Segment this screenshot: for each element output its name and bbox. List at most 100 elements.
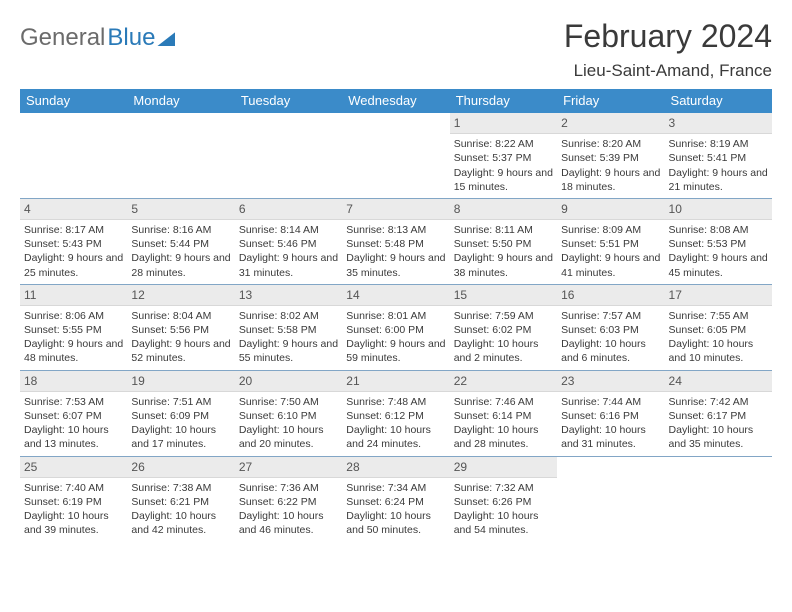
location-label: Lieu-Saint-Amand, France (564, 61, 772, 81)
weekday-tuesday: Tuesday (235, 89, 342, 113)
day-details: Sunrise: 7:46 AM Sunset: 6:14 PM Dayligh… (454, 396, 539, 451)
day-number: 26 (127, 457, 234, 478)
day-cell: 13 Sunrise: 8:02 AM Sunset: 5:58 PM Dayli… (235, 285, 342, 370)
day-details: Sunrise: 8:16 AM Sunset: 5:44 PM Dayligh… (131, 224, 230, 279)
day-details: Sunrise: 8:19 AM Sunset: 5:41 PM Dayligh… (669, 138, 768, 193)
month-title: February 2024 (564, 18, 772, 55)
day-number: 4 (20, 199, 127, 220)
day-cell: 3 Sunrise: 8:19 AM Sunset: 5:41 PM Daylig… (665, 113, 772, 198)
day-cell: 27 Sunrise: 7:36 AM Sunset: 6:22 PM Dayli… (235, 457, 342, 542)
day-details: Sunrise: 8:14 AM Sunset: 5:46 PM Dayligh… (239, 224, 338, 279)
week-separator (20, 198, 772, 199)
week-separator (20, 456, 772, 457)
day-details: Sunrise: 7:38 AM Sunset: 6:21 PM Dayligh… (131, 482, 216, 537)
day-details: Sunrise: 8:22 AM Sunset: 5:37 PM Dayligh… (454, 138, 553, 193)
day-cell: 18Sunrise: 7:53 AM Sunset: 6:07 PM Dayli… (20, 371, 127, 456)
day-cell: 8 Sunrise: 8:11 AM Sunset: 5:50 PM Daylig… (450, 199, 557, 284)
day-cell: 15Sunrise: 7:59 AM Sunset: 6:02 PM Dayli… (450, 285, 557, 370)
day-cell: 16 Sunrise: 7:57 AM Sunset: 6:03 PM Dayli… (557, 285, 664, 370)
day-details: Sunrise: 7:57 AM Sunset: 6:03 PM Dayligh… (561, 310, 646, 365)
day-details: Sunrise: 7:36 AM Sunset: 6:22 PM Dayligh… (239, 482, 324, 537)
day-cell: 1 Sunrise: 8:22 AM Sunset: 5:37 PM Daylig… (450, 113, 557, 198)
week-row: 4 Sunrise: 8:17 AM Sunset: 5:43 PM Daylig… (20, 199, 772, 284)
day-cell: 14 Sunrise: 8:01 AM Sunset: 6:00 PM Dayli… (342, 285, 449, 370)
day-number: 16 (557, 285, 664, 306)
logo-triangle-icon (157, 32, 175, 46)
day-number: 23 (557, 371, 664, 392)
day-cell: 19 Sunrise: 7:51 AM Sunset: 6:09 PM Dayli… (127, 371, 234, 456)
day-cell (557, 457, 664, 542)
day-details: Sunrise: 8:04 AM Sunset: 5:56 PM Dayligh… (131, 310, 230, 365)
day-details: Sunrise: 7:55 AM Sunset: 6:05 PM Dayligh… (669, 310, 754, 365)
day-details: Sunrise: 7:50 AM Sunset: 6:10 PM Dayligh… (239, 396, 324, 451)
weekday-wednesday: Wednesday (342, 89, 449, 113)
day-details: Sunrise: 7:51 AM Sunset: 6:09 PM Dayligh… (131, 396, 216, 451)
calendar-grid: Sunday Monday Tuesday Wednesday Thursday… (20, 89, 772, 541)
day-cell: 12 Sunrise: 8:04 AM Sunset: 5:56 PM Dayli… (127, 285, 234, 370)
day-cell (127, 113, 234, 198)
day-number: 29 (450, 457, 557, 478)
weeks-host: 1 Sunrise: 8:22 AM Sunset: 5:37 PM Daylig… (20, 113, 772, 541)
day-details: Sunrise: 8:20 AM Sunset: 5:39 PM Dayligh… (561, 138, 660, 193)
header-row: GeneralBlue February 2024 Lieu-Saint-Ama… (20, 18, 772, 81)
day-cell: 26 Sunrise: 7:38 AM Sunset: 6:21 PM Dayli… (127, 457, 234, 542)
title-block: February 2024 Lieu-Saint-Amand, France (564, 18, 772, 81)
day-number: 12 (127, 285, 234, 306)
day-number: 10 (665, 199, 772, 220)
day-cell: 29 Sunrise: 7:32 AM Sunset: 6:26 PM Dayli… (450, 457, 557, 542)
day-details: Sunrise: 8:08 AM Sunset: 5:53 PM Dayligh… (669, 224, 768, 279)
week-row: 1 Sunrise: 8:22 AM Sunset: 5:37 PM Daylig… (20, 113, 772, 198)
day-details: Sunrise: 8:11 AM Sunset: 5:50 PM Dayligh… (454, 224, 553, 279)
day-cell: 9Sunrise: 8:09 AM Sunset: 5:51 PM Daylig… (557, 199, 664, 284)
day-number: 17 (665, 285, 772, 306)
day-details: Sunrise: 7:32 AM Sunset: 6:26 PM Dayligh… (454, 482, 539, 537)
day-cell (235, 113, 342, 198)
day-number: 1 (450, 113, 557, 134)
day-cell: 24 Sunrise: 7:42 AM Sunset: 6:17 PM Dayli… (665, 371, 772, 456)
day-number: 11 (20, 285, 127, 306)
week-row: 18Sunrise: 7:53 AM Sunset: 6:07 PM Dayli… (20, 371, 772, 456)
weekday-monday: Monday (127, 89, 234, 113)
day-details: Sunrise: 8:17 AM Sunset: 5:43 PM Dayligh… (24, 224, 123, 279)
day-number: 24 (665, 371, 772, 392)
day-cell: 4 Sunrise: 8:17 AM Sunset: 5:43 PM Daylig… (20, 199, 127, 284)
logo-text-blue: Blue (107, 24, 155, 52)
day-number: 13 (235, 285, 342, 306)
day-number: 7 (342, 199, 449, 220)
day-cell: 20Sunrise: 7:50 AM Sunset: 6:10 PM Dayli… (235, 371, 342, 456)
day-details: Sunrise: 8:13 AM Sunset: 5:48 PM Dayligh… (346, 224, 445, 279)
day-number: 18 (20, 371, 127, 392)
day-number: 15 (450, 285, 557, 306)
day-number: 28 (342, 457, 449, 478)
day-details: Sunrise: 8:01 AM Sunset: 6:00 PM Dayligh… (346, 310, 445, 365)
day-cell: 6 Sunrise: 8:14 AM Sunset: 5:46 PM Daylig… (235, 199, 342, 284)
day-details: Sunrise: 7:40 AM Sunset: 6:19 PM Dayligh… (24, 482, 109, 537)
day-cell: 28 Sunrise: 7:34 AM Sunset: 6:24 PM Dayli… (342, 457, 449, 542)
day-number: 8 (450, 199, 557, 220)
day-number: 2 (557, 113, 664, 134)
week-separator (20, 284, 772, 285)
day-number: 3 (665, 113, 772, 134)
day-number: 19 (127, 371, 234, 392)
day-number: 27 (235, 457, 342, 478)
day-cell: 5Sunrise: 8:16 AM Sunset: 5:44 PM Daylig… (127, 199, 234, 284)
day-number: 14 (342, 285, 449, 306)
day-cell: 2 Sunrise: 8:20 AM Sunset: 5:39 PM Daylig… (557, 113, 664, 198)
day-details: Sunrise: 8:09 AM Sunset: 5:51 PM Dayligh… (561, 224, 660, 279)
day-cell: 11Sunrise: 8:06 AM Sunset: 5:55 PM Dayli… (20, 285, 127, 370)
day-cell: 17 Sunrise: 7:55 AM Sunset: 6:05 PM Dayli… (665, 285, 772, 370)
day-details: Sunrise: 7:34 AM Sunset: 6:24 PM Dayligh… (346, 482, 431, 537)
logo-text-gray: General (20, 24, 105, 52)
day-number: 6 (235, 199, 342, 220)
day-cell (20, 113, 127, 198)
weekday-header-row: Sunday Monday Tuesday Wednesday Thursday… (20, 89, 772, 113)
day-cell (665, 457, 772, 542)
day-details: Sunrise: 8:02 AM Sunset: 5:58 PM Dayligh… (239, 310, 338, 365)
week-row: 25 Sunrise: 7:40 AM Sunset: 6:19 PM Dayli… (20, 457, 772, 542)
day-details: Sunrise: 7:48 AM Sunset: 6:12 PM Dayligh… (346, 396, 431, 451)
weekday-saturday: Saturday (665, 89, 772, 113)
day-details: Sunrise: 7:42 AM Sunset: 6:17 PM Dayligh… (669, 396, 754, 451)
calendar-page: GeneralBlue February 2024 Lieu-Saint-Ama… (0, 0, 792, 551)
day-number: 25 (20, 457, 127, 478)
day-cell (342, 113, 449, 198)
